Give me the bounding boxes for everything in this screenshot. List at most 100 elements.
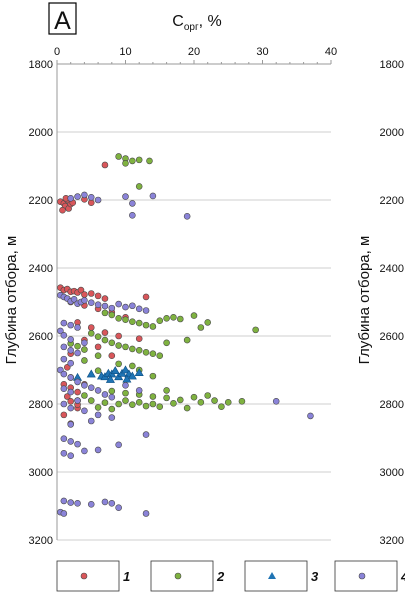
data-point-series-2 bbox=[252, 326, 259, 334]
data-point-series-4 bbox=[272, 397, 280, 405]
data-point-series-3 bbox=[122, 374, 132, 383]
data-point-series-4 bbox=[67, 452, 74, 459]
y-tick-label: 1800 bbox=[29, 59, 53, 71]
x-tick-label: 10 bbox=[119, 46, 131, 58]
x-axis-title-sub: орг bbox=[184, 22, 199, 33]
data-point-series-4 bbox=[67, 195, 74, 202]
data-point-series-2 bbox=[163, 387, 170, 394]
data-point-series-2 bbox=[122, 389, 129, 397]
data-point-series-4 bbox=[101, 498, 109, 506]
data-point-series-2 bbox=[115, 400, 122, 408]
data-point-series-2 bbox=[108, 311, 116, 319]
legend-label-4: 4 bbox=[400, 569, 405, 584]
data-point-series-4 bbox=[74, 440, 81, 448]
data-point-series-2 bbox=[115, 315, 122, 322]
data-point-series-2 bbox=[129, 345, 136, 353]
x-axis-title-unit: , % bbox=[199, 13, 222, 30]
data-point-series-4 bbox=[122, 193, 129, 200]
data-point-series-2 bbox=[149, 393, 157, 400]
data-point-series-2 bbox=[197, 324, 205, 331]
data-point-series-4 bbox=[74, 397, 81, 404]
data-point-series-4 bbox=[60, 435, 68, 442]
data-point-series-2 bbox=[81, 346, 88, 353]
data-point-series-4 bbox=[60, 497, 68, 505]
data-point-series-3 bbox=[127, 371, 137, 380]
data-point-series-2 bbox=[170, 400, 177, 407]
data-point-series-4 bbox=[108, 499, 116, 507]
data-point-series-4 bbox=[129, 212, 136, 219]
data-point-series-1 bbox=[87, 199, 95, 207]
data-point-series-2 bbox=[224, 398, 232, 406]
data-point-series-2 bbox=[142, 402, 150, 410]
data-point-series-2 bbox=[149, 372, 157, 380]
data-point-series-4 bbox=[94, 301, 102, 309]
data-point-series-2 bbox=[108, 387, 116, 395]
data-point-series-4 bbox=[142, 307, 150, 314]
data-point-series-2 bbox=[87, 329, 95, 337]
data-point-series-4 bbox=[60, 370, 68, 378]
panel-label-box bbox=[48, 2, 77, 35]
data-point-series-2 bbox=[163, 394, 170, 402]
data-point-series-4 bbox=[142, 510, 150, 517]
y-tick-label: 3000 bbox=[29, 467, 53, 479]
data-point-series-4 bbox=[81, 407, 88, 415]
legend-box-4 bbox=[334, 560, 398, 592]
data-point-series-1 bbox=[135, 335, 143, 343]
data-point-series-1 bbox=[74, 388, 81, 396]
data-point-series-4 bbox=[67, 404, 74, 412]
data-point-series-2 bbox=[115, 153, 122, 160]
legend-box-1 bbox=[56, 560, 120, 592]
data-point-series-2 bbox=[183, 336, 191, 344]
data-point-series-2 bbox=[238, 397, 246, 405]
data-point-series-4 bbox=[149, 192, 157, 200]
data-point-series-4 bbox=[81, 381, 88, 389]
data-point-series-4 bbox=[60, 449, 68, 457]
data-point-series-2 bbox=[163, 339, 170, 347]
data-point-series-4 bbox=[81, 447, 88, 455]
data-point-series-4 bbox=[101, 391, 109, 398]
y-tick-label: 3200 bbox=[29, 535, 53, 547]
data-point-series-4 bbox=[67, 346, 74, 354]
data-point-series-4 bbox=[60, 319, 68, 327]
data-point-series-4 bbox=[87, 299, 95, 306]
data-point-series-2 bbox=[129, 157, 136, 165]
data-point-series-1 bbox=[59, 206, 66, 214]
data-point-series-2 bbox=[129, 401, 136, 408]
data-point-series-4 bbox=[94, 196, 102, 204]
data-point-series-2 bbox=[108, 405, 116, 413]
data-point-series-4 bbox=[87, 500, 95, 508]
data-point-series-2 bbox=[135, 346, 143, 354]
legend-marker-1 bbox=[80, 572, 88, 580]
legend-label-3: 3 bbox=[311, 569, 319, 584]
data-point-series-2 bbox=[149, 400, 157, 408]
data-point-series-2 bbox=[218, 403, 225, 411]
data-point-series-3 bbox=[105, 374, 115, 383]
data-point-series-1 bbox=[94, 292, 102, 300]
data-point-series-2 bbox=[204, 319, 211, 326]
x-axis-title: Cорг, % bbox=[172, 13, 221, 33]
data-point-series-2 bbox=[156, 352, 164, 360]
data-point-series-2 bbox=[87, 397, 95, 404]
data-point-series-4 bbox=[108, 304, 116, 312]
data-point-series-4 bbox=[67, 336, 74, 343]
data-point-series-2 bbox=[129, 318, 136, 326]
data-point-series-4 bbox=[81, 339, 88, 347]
data-point-series-4 bbox=[135, 387, 143, 394]
data-point-series-4 bbox=[74, 324, 81, 331]
data-point-series-2 bbox=[129, 362, 136, 370]
data-point-series-1 bbox=[63, 393, 71, 400]
data-point-series-4 bbox=[67, 438, 74, 445]
y-axis-title: Глубина отбора, м bbox=[3, 236, 20, 365]
data-point-series-4 bbox=[67, 359, 74, 367]
data-point-series-4 bbox=[81, 296, 88, 304]
data-point-series-4 bbox=[67, 321, 74, 329]
x-tick-label: 20 bbox=[188, 46, 200, 58]
data-point-series-4 bbox=[57, 327, 64, 335]
data-point-series-4 bbox=[81, 191, 88, 199]
data-point-series-2 bbox=[163, 315, 170, 322]
data-point-series-4 bbox=[67, 388, 74, 396]
data-point-series-3 bbox=[86, 369, 96, 378]
x-tick-label: 0 bbox=[54, 46, 60, 58]
legend-label-1: 1 bbox=[123, 569, 130, 584]
data-point-series-4 bbox=[70, 295, 78, 303]
